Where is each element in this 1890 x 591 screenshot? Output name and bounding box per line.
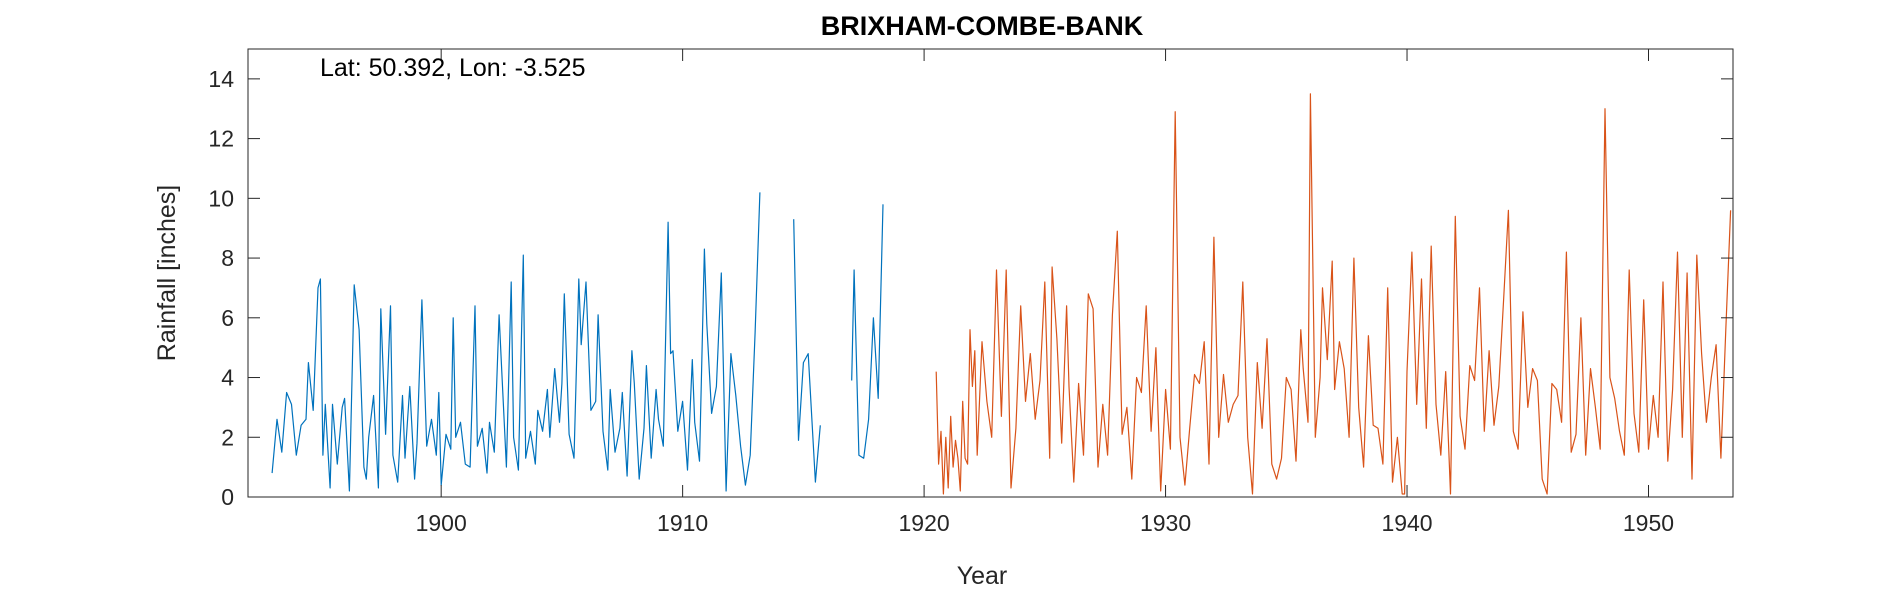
series-layer xyxy=(271,93,1732,495)
x-tick-label: 1930 xyxy=(1140,510,1191,536)
y-tick-label: 14 xyxy=(208,66,234,92)
x-axis-label: Year xyxy=(957,562,1008,590)
x-tick-label: 1910 xyxy=(657,510,708,536)
y-axis-label: Rainfall [inches] xyxy=(153,185,181,361)
station-coordinates: Lat: 50.392, Lon: -3.525 xyxy=(320,54,586,82)
y-tick-label: 8 xyxy=(221,245,234,271)
y-tick-label: 0 xyxy=(221,484,234,510)
y-tick-label: 6 xyxy=(221,305,234,331)
x-tick-label: 1920 xyxy=(899,510,950,536)
y-tick-label: 10 xyxy=(208,185,234,211)
x-tick-label: 1940 xyxy=(1381,510,1432,536)
y-tick-label: 4 xyxy=(221,365,234,391)
x-tick-label: 1900 xyxy=(416,510,467,536)
series-line-1 xyxy=(271,192,884,492)
y-tick-label: 12 xyxy=(208,126,234,152)
axes-layer: 1900 1910 1920 1930 1940 1950 0 2 4 6 8 10 12 14 xyxy=(208,49,1733,536)
series-line-2 xyxy=(935,93,1732,495)
y-tick-label: 2 xyxy=(221,424,234,450)
chart-title: BRIXHAM-COMBE-BANK xyxy=(821,11,1144,41)
x-tick-label: 1950 xyxy=(1623,510,1674,536)
